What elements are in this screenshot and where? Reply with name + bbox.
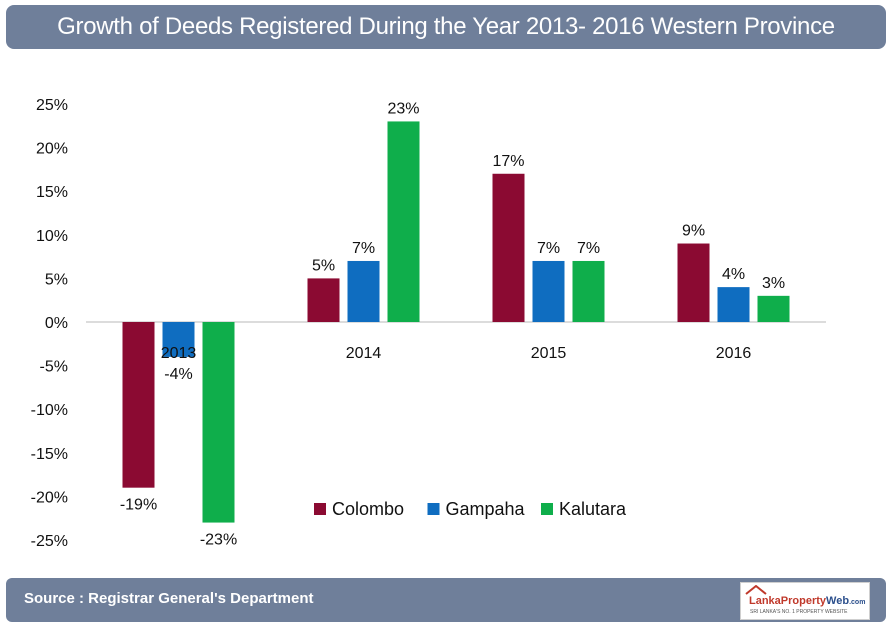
bar-kalutara-2013 [202, 322, 235, 523]
bar-colombo-2014 [307, 278, 340, 322]
bar-gampaha-2016 [717, 287, 750, 322]
y-tick-label: 15% [36, 184, 68, 201]
logo-wordmark: LankaPropertyWeb.com [749, 595, 866, 607]
data-label: 5% [312, 257, 335, 274]
bar-colombo-2013 [122, 322, 155, 488]
data-label: 7% [537, 240, 560, 257]
bar-kalutara-2016 [757, 295, 790, 322]
bar-colombo-2016 [677, 243, 710, 322]
data-label: 3% [762, 275, 785, 292]
y-tick-label: 25% [36, 97, 68, 114]
bar-chart: 25% 20% 15% 10% 5% 0% -5% -10% -15% -20% -25% -19% -… [31, 97, 826, 550]
bar-gampaha-2015 [532, 260, 565, 322]
legend-swatch-colombo [314, 503, 326, 515]
bar-gampaha-2014 [347, 260, 380, 322]
chart-title: Growth of Deeds Registered During the Ye… [57, 13, 835, 40]
data-label: 4% [722, 266, 745, 283]
data-label: 7% [352, 240, 375, 257]
footer-banner: Source : Registrar General's Department … [6, 578, 886, 622]
data-label: 7% [577, 240, 600, 257]
y-tick-label: 5% [45, 271, 68, 288]
chart-panel: 25% 20% 15% 10% 5% 0% -5% -10% -15% -20% -25% -19% -… [6, 62, 886, 566]
y-tick-label: 20% [36, 141, 68, 158]
logo-tagline: SRI LANKA'S NO. 1 PROPERTY WEBSITE [750, 609, 848, 615]
y-tick-label: 0% [45, 315, 68, 332]
data-label: -4% [164, 366, 192, 383]
legend-label-gampaha: Gampaha [446, 499, 526, 519]
lankapropertyweb-logo[interactable]: LankaPropertyWeb.com SRI LANKA'S NO. 1 P… [740, 582, 870, 620]
data-label: -19% [120, 497, 157, 514]
data-label: 23% [387, 100, 419, 117]
y-tick-label: -5% [40, 359, 68, 376]
title-banner: Growth of Deeds Registered During the Ye… [6, 5, 886, 49]
data-label: 9% [682, 223, 705, 240]
data-label: 17% [492, 153, 524, 170]
y-tick-label: -15% [31, 446, 68, 463]
y-tick-label: 10% [36, 228, 68, 245]
legend-swatch-gampaha [427, 503, 440, 515]
legend-swatch-kalutara [541, 503, 553, 515]
bar-kalutara-2015 [572, 260, 605, 322]
source-note: Source : Registrar General's Department [24, 590, 314, 607]
x-tick-label: 2016 [716, 345, 752, 362]
y-tick-label: -20% [31, 489, 68, 506]
y-tick-label: -10% [31, 402, 68, 419]
bar-gampaha-2013 [162, 322, 195, 357]
data-label: -23% [200, 532, 237, 549]
x-tick-label: 2015 [531, 345, 567, 362]
house-icon [745, 585, 767, 595]
x-tick-label: 2014 [346, 345, 382, 362]
x-tick-label: 2013 [161, 345, 197, 362]
bar-colombo-2015 [492, 173, 525, 322]
legend-label-colombo: Colombo [332, 499, 404, 519]
bar-kalutara-2014 [387, 121, 420, 322]
legend-label-kalutara: Kalutara [559, 499, 627, 519]
y-tick-label: -25% [31, 533, 68, 550]
